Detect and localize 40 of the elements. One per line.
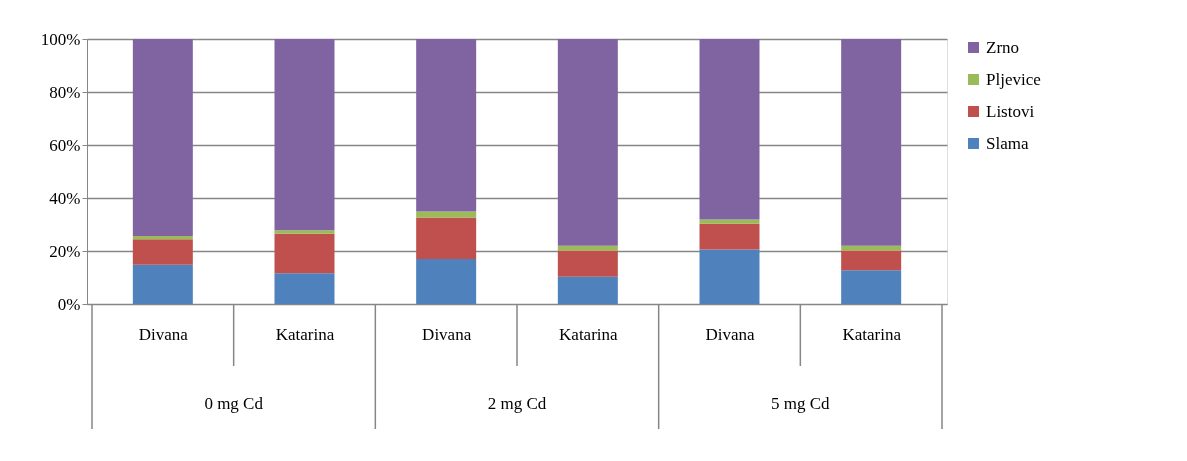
bar — [416, 217, 477, 259]
y-tick-label: 40% — [49, 188, 81, 208]
bar — [557, 276, 618, 304]
y-tick-label: 0% — [57, 294, 81, 314]
bar — [699, 39, 760, 220]
text: 2 mg Cd — [487, 394, 547, 413]
bar — [416, 39, 477, 212]
legend-label: Zrno — [986, 37, 1020, 57]
bar — [841, 270, 902, 304]
x-tick-label: Katarina — [842, 324, 902, 344]
bar — [416, 211, 477, 218]
bar — [557, 250, 618, 277]
legend-label: Slama — [986, 133, 1029, 153]
bar — [841, 250, 902, 271]
text: 0 mg Cd — [204, 394, 264, 413]
bar — [132, 264, 193, 304]
x-tick-label: Katarina — [559, 324, 619, 344]
legend-label: Pljevice — [986, 69, 1041, 89]
y-tick-label: 80% — [49, 82, 81, 102]
text: 5 mg Cd — [771, 394, 831, 413]
bar — [274, 39, 335, 231]
y-tick-label: 100% — [40, 29, 81, 49]
x-tick-label: Divana — [422, 324, 472, 344]
bar — [274, 273, 335, 304]
bar — [132, 39, 193, 236]
bar — [274, 233, 335, 274]
bar — [699, 249, 760, 304]
bar — [841, 39, 902, 246]
bar — [416, 258, 477, 304]
x-tick-label: Divana — [138, 324, 189, 344]
bar — [132, 239, 193, 265]
x-tick-label: Divana — [705, 324, 755, 344]
bar — [699, 219, 760, 224]
bar — [274, 230, 335, 234]
legend-label: Listovi — [986, 101, 1035, 121]
bar — [699, 223, 760, 250]
y-tick-label: 60% — [49, 135, 81, 155]
x-tick-label: Katarina — [275, 324, 335, 344]
y-tick-label: 20% — [49, 241, 81, 261]
bar — [557, 39, 618, 246]
